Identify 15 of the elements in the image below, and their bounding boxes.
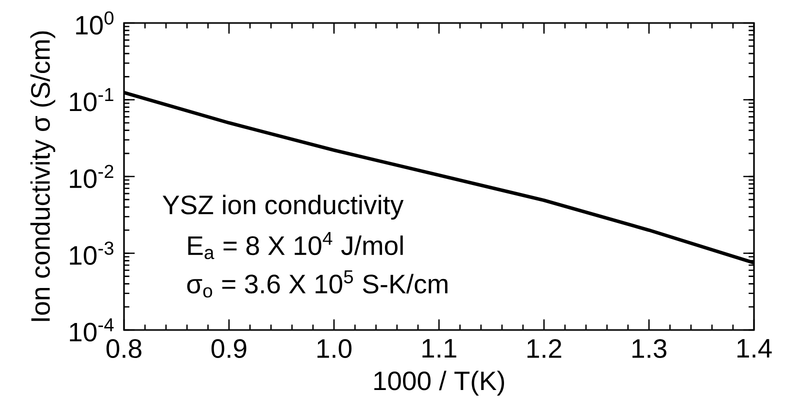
y-axis-title: Ion conductivity σ (S/cm) xyxy=(30,31,56,321)
annotation: E$_{a}$ = 8 X 10$^{4}$ J/mol xyxy=(188,232,403,260)
y-tick-label: 10$^{0}$ xyxy=(76,11,114,35)
x-tick-label: 0.9 xyxy=(212,339,246,358)
annotation: YSZ ion conductivity xyxy=(162,194,404,220)
y-tick-label: 10$^{-2}$ xyxy=(70,164,114,188)
x-axis-title: 1000 / T(K) xyxy=(374,370,504,396)
y-tick-label: 10$^{-1}$ xyxy=(70,88,114,112)
annotation: σ$_{o}$ = 3.6 X 10$^{5}$ S-K/cm xyxy=(187,270,448,298)
x-tick-label: 1.4 xyxy=(737,339,772,358)
x-tick-label: 1.0 xyxy=(317,339,352,358)
x-tick-label: 1.1 xyxy=(422,339,456,358)
y-tick-label: 10$^{-3}$ xyxy=(70,242,114,265)
x-tick-label: 1.2 xyxy=(527,339,562,358)
x-tick-label: 1.3 xyxy=(632,339,666,358)
